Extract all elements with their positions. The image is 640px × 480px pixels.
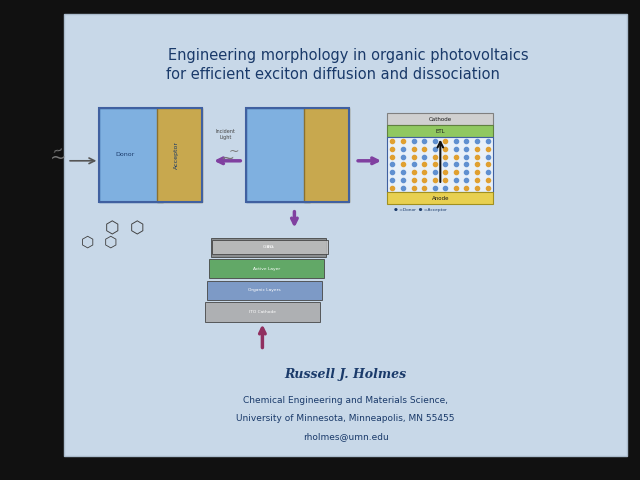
Text: Cathode: Cathode [429, 117, 452, 121]
FancyBboxPatch shape [387, 192, 493, 204]
Text: Organic Layers: Organic Layers [248, 288, 280, 292]
FancyBboxPatch shape [211, 238, 326, 257]
FancyBboxPatch shape [207, 281, 322, 300]
Text: ⬡  ⬡: ⬡ ⬡ [81, 235, 118, 250]
FancyBboxPatch shape [304, 108, 349, 202]
Text: ~: ~ [228, 144, 239, 158]
Text: University of Minnesota, Minneapolis, MN 55455: University of Minnesota, Minneapolis, MN… [236, 414, 455, 423]
Text: Chemical Engineering and Materials Science,: Chemical Engineering and Materials Scien… [243, 396, 448, 405]
Text: Active Layer: Active Layer [253, 267, 280, 271]
Text: ⬡  ⬡: ⬡ ⬡ [105, 219, 145, 237]
Text: Glass: Glass [262, 245, 274, 249]
FancyBboxPatch shape [157, 108, 202, 202]
FancyBboxPatch shape [212, 240, 328, 254]
Text: rholmes@umn.edu: rholmes@umn.edu [303, 432, 388, 441]
FancyBboxPatch shape [205, 302, 320, 322]
FancyBboxPatch shape [209, 259, 324, 278]
Text: Engineering morphology in organic photovoltaics: Engineering morphology in organic photov… [168, 48, 529, 63]
FancyBboxPatch shape [246, 108, 310, 202]
FancyBboxPatch shape [99, 108, 163, 202]
Text: ITO: ITO [266, 245, 274, 249]
Text: for efficient exciton diffusion and dissociation: for efficient exciton diffusion and diss… [166, 67, 500, 82]
Text: Incident
Light: Incident Light [216, 129, 236, 140]
FancyBboxPatch shape [387, 113, 493, 125]
FancyBboxPatch shape [64, 14, 627, 456]
Text: ITO Cathode: ITO Cathode [249, 310, 276, 314]
Text: ~: ~ [220, 149, 234, 168]
Text: Donor: Donor [115, 152, 134, 157]
FancyBboxPatch shape [387, 137, 493, 192]
Text: Anode: Anode [431, 196, 449, 201]
Text: Acceptor: Acceptor [173, 141, 179, 168]
Text: ETL: ETL [435, 129, 445, 133]
Text: ~: ~ [50, 143, 65, 160]
Text: Russell J. Holmes: Russell J. Holmes [285, 368, 406, 381]
Text: ~: ~ [49, 149, 66, 168]
Text: ● =Donor  ● =Acceptor: ● =Donor ● =Acceptor [394, 208, 446, 212]
FancyBboxPatch shape [387, 125, 493, 137]
